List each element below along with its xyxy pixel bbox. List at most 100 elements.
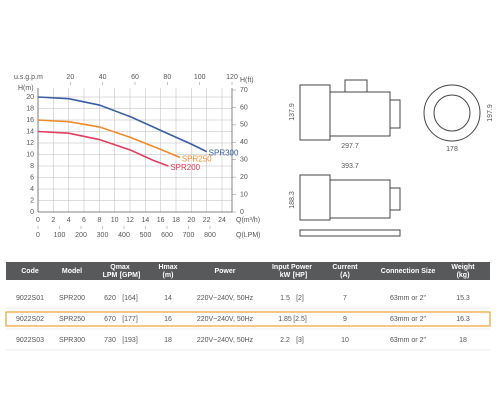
x-tick-label: 16 bbox=[157, 217, 165, 224]
table-cell: [2.5] bbox=[293, 316, 307, 323]
axis-label: Q(LPM) bbox=[236, 232, 261, 239]
table-cell: 15.3 bbox=[456, 295, 470, 302]
x2-tick-label: 100 bbox=[54, 232, 66, 239]
y2-tick-label: 20 bbox=[240, 174, 248, 181]
table-cell: 1.85 bbox=[278, 316, 292, 323]
x3-tick-label: 20 bbox=[66, 74, 74, 81]
table-cell: SPR300 bbox=[59, 337, 85, 344]
table-header: Input Power bbox=[272, 264, 312, 271]
motor-cap bbox=[389, 99, 401, 129]
table-cell: 9022S03 bbox=[16, 337, 44, 344]
y-tick-label: 14 bbox=[26, 128, 34, 135]
table-cell: [3] bbox=[296, 337, 304, 344]
dimension-label: 178 bbox=[446, 146, 458, 153]
front-view bbox=[423, 84, 481, 142]
y2-tick-label: 60 bbox=[240, 104, 248, 111]
y2-tick-label: 40 bbox=[240, 139, 248, 146]
x2-tick-label: 800 bbox=[204, 232, 216, 239]
x2-tick-label: 400 bbox=[118, 232, 130, 239]
x3-tick-label: 80 bbox=[163, 74, 171, 81]
x-tick-label: 6 bbox=[82, 217, 86, 224]
table-subheader: kW bbox=[280, 272, 291, 279]
table-header: Current bbox=[332, 264, 358, 271]
y-tick-label: 2 bbox=[30, 197, 34, 204]
table-cell: 9022S02 bbox=[16, 316, 44, 323]
table-cell: [164] bbox=[122, 295, 138, 302]
table-header: Connection Size bbox=[381, 268, 436, 275]
table-cell: 7 bbox=[343, 295, 347, 302]
x-tick-label: 12 bbox=[126, 217, 134, 224]
pump-curve bbox=[37, 130, 169, 167]
table-cell: 1.5 bbox=[280, 295, 290, 302]
table-cell: 16.3 bbox=[456, 316, 470, 323]
row-highlight bbox=[5, 311, 491, 327]
x-tick-label: 8 bbox=[97, 217, 101, 224]
table-cell: 63mm or 2" bbox=[390, 316, 426, 323]
table-cell: SPR250 bbox=[59, 316, 85, 323]
table-cell: 2.2 bbox=[280, 337, 290, 344]
table-header: Power bbox=[214, 268, 235, 275]
x-tick-label: 22 bbox=[203, 217, 211, 224]
y2-tick-label: 70 bbox=[240, 87, 248, 94]
x-tick-label: 0 bbox=[36, 217, 40, 224]
axis-label: H(ft) bbox=[240, 77, 254, 84]
table-subheader: (m) bbox=[163, 272, 174, 279]
y-tick-label: 16 bbox=[26, 117, 34, 124]
axis-label: H(m) bbox=[18, 85, 34, 92]
x2-tick-label: 600 bbox=[161, 232, 173, 239]
base bbox=[299, 229, 401, 237]
x-tick-label: 24 bbox=[218, 217, 226, 224]
dimension-label: 197.9 bbox=[487, 104, 494, 122]
table-cell: [2] bbox=[296, 295, 304, 302]
x2-tick-label: 0 bbox=[36, 232, 40, 239]
x2-tick-label: 300 bbox=[97, 232, 109, 239]
table-header: Qmax bbox=[110, 264, 130, 271]
table-cell: 16 bbox=[164, 316, 172, 323]
front-view-inner bbox=[433, 94, 471, 132]
x-tick-label: 10 bbox=[111, 217, 119, 224]
y-tick-label: 6 bbox=[30, 174, 34, 181]
y-tick-label: 0 bbox=[30, 209, 34, 216]
y-tick-label: 8 bbox=[30, 163, 34, 170]
x-tick-label: 20 bbox=[187, 217, 195, 224]
table-cell: 63mm or 2" bbox=[390, 337, 426, 344]
table-cell: 670 bbox=[104, 316, 116, 323]
table-cell: [177] bbox=[122, 316, 138, 323]
x3-tick-label: 60 bbox=[131, 74, 139, 81]
x2-tick-label: 500 bbox=[140, 232, 152, 239]
pump-curve bbox=[37, 96, 208, 153]
table-cell: 730 bbox=[104, 337, 116, 344]
y2-tick-label: 50 bbox=[240, 122, 248, 129]
table-subheader: LPM bbox=[103, 272, 118, 279]
table-cell: SPR200 bbox=[59, 295, 85, 302]
axis-label: u.s.g.p.m bbox=[14, 74, 43, 81]
table-cell: 220V~240V, 50Hz bbox=[197, 337, 254, 344]
table-subheader: (A) bbox=[340, 272, 350, 279]
table-subheader: [GPM] bbox=[120, 272, 141, 279]
y2-tick-label: 0 bbox=[240, 209, 244, 216]
table-cell: 18 bbox=[459, 337, 467, 344]
pump-curve bbox=[37, 119, 181, 159]
table-cell: 220V~240V, 50Hz bbox=[197, 316, 254, 323]
y-tick-label: 10 bbox=[26, 151, 34, 158]
table-subheader: (kg) bbox=[457, 272, 470, 279]
x-tick-label: 4 bbox=[67, 217, 71, 224]
x-tick-label: 18 bbox=[172, 217, 180, 224]
table-header: Model bbox=[62, 268, 82, 275]
table-cell: 18 bbox=[164, 337, 172, 344]
series-label: SPR250 bbox=[182, 154, 212, 163]
dimension-label: 188.3 bbox=[289, 191, 296, 209]
y-tick-label: 18 bbox=[26, 105, 34, 112]
dimension-label: 393.7 bbox=[341, 163, 359, 170]
x2-tick-label: 200 bbox=[75, 232, 87, 239]
table-header: Code bbox=[21, 268, 39, 275]
terminal-box bbox=[344, 79, 368, 93]
table-cell: 10 bbox=[341, 337, 349, 344]
table-cell: 9022S01 bbox=[16, 295, 44, 302]
table-cell: 14 bbox=[164, 295, 172, 302]
table-header: Hmax bbox=[158, 264, 177, 271]
dimension-label: 137.9 bbox=[289, 103, 296, 121]
x3-tick-label: 40 bbox=[99, 74, 107, 81]
